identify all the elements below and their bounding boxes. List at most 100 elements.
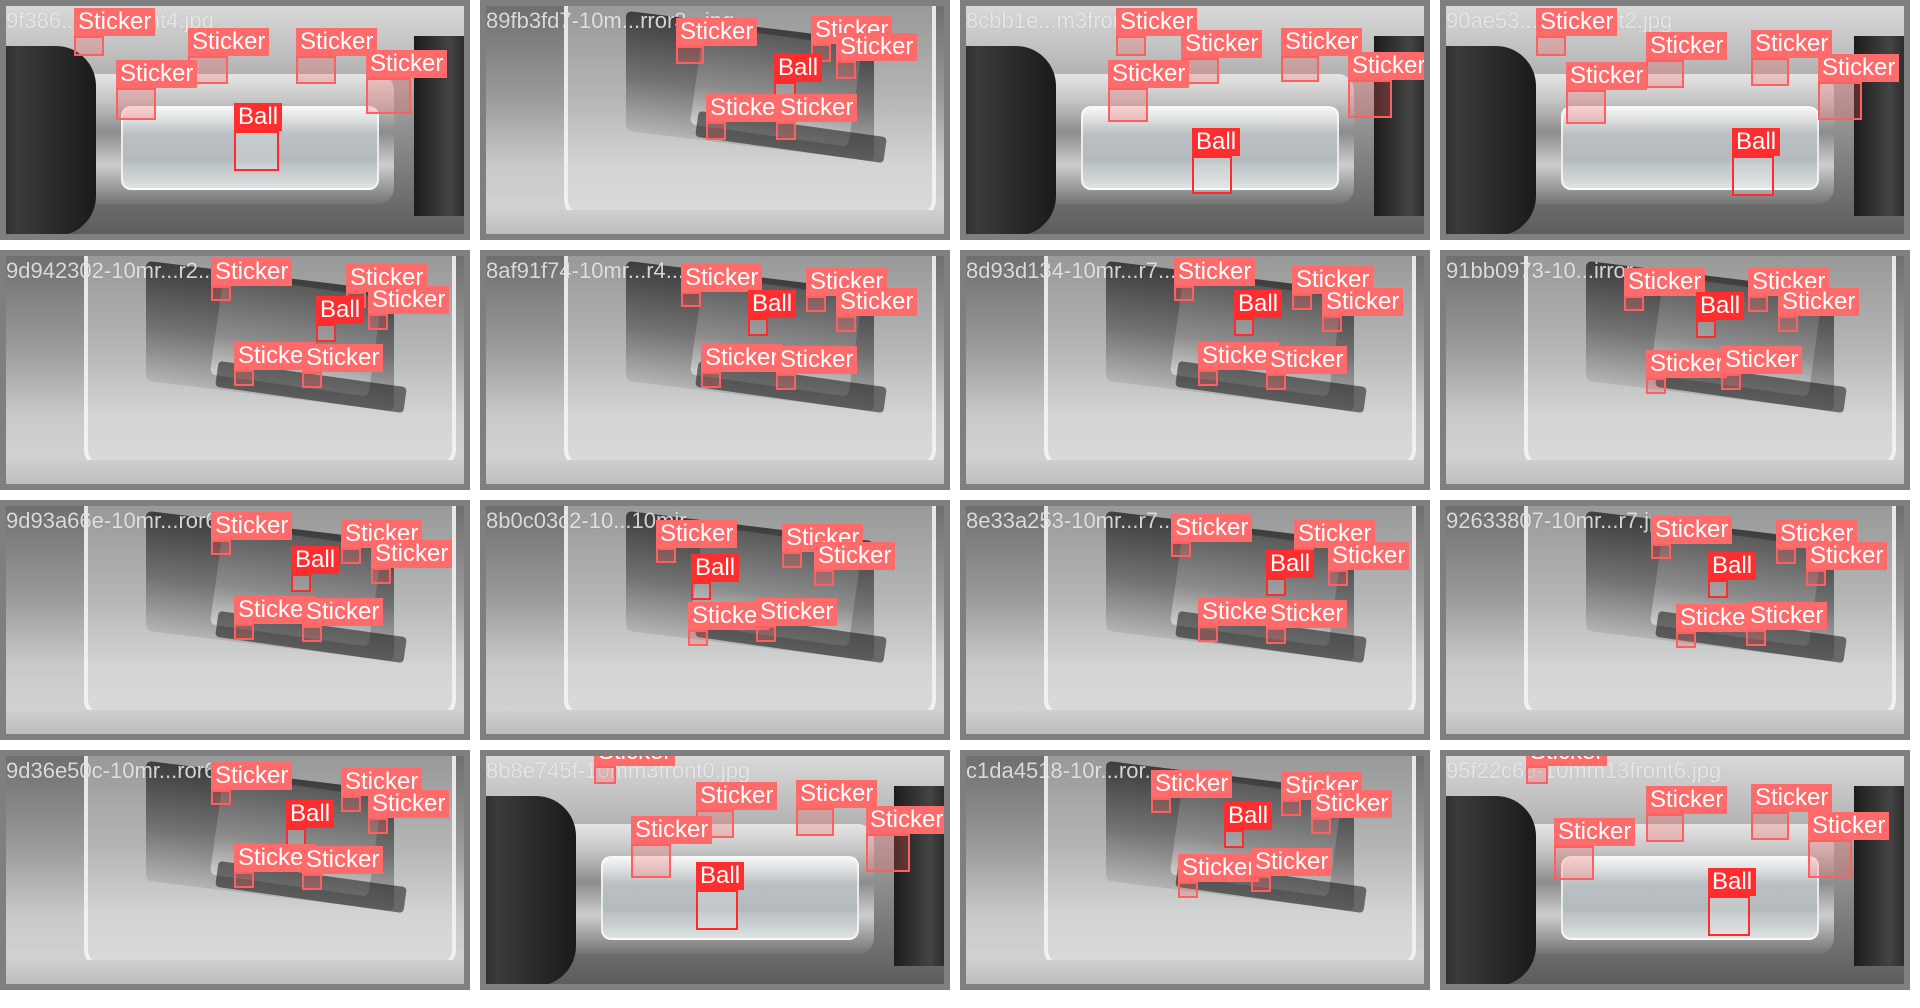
sticker-box: Sticker: [688, 602, 770, 646]
sticker-box: Sticker: [681, 264, 763, 307]
tile-9[interactable]: 9d93a66e-10mr...ror6... Sticker Sticker …: [0, 500, 470, 740]
tile-13[interactable]: 9d36e50c-10mr...ror6... Sticker Sticker …: [0, 750, 470, 990]
ball-box: Ball: [316, 296, 365, 342]
sticker-box: Sticker: [1751, 30, 1833, 86]
tile-16[interactable]: 95f22c69-10mm13front6.jpg Sticker Sticke…: [1440, 750, 1910, 990]
sticker-box: Sticker: [1116, 8, 1198, 56]
ball-box: Ball: [696, 862, 745, 930]
ball-box: Ball: [286, 800, 335, 846]
bottom-edge: [6, 710, 464, 734]
sticker-box: Sticker: [1266, 600, 1348, 644]
sticker-label: Sticker: [302, 344, 384, 372]
sticker-label: Sticker: [302, 846, 384, 874]
sticker-label: Sticker: [1536, 8, 1618, 36]
sticker-label: Sticker: [1198, 342, 1280, 370]
sticker-box: Sticker: [782, 524, 864, 568]
sticker-label: Sticker: [1806, 542, 1888, 570]
sticker-box: Sticker: [188, 28, 270, 84]
tile-11[interactable]: 8e33a253-10mr...r7... Sticker Sticker St…: [960, 500, 1430, 740]
sticker-label: Sticker: [1266, 346, 1348, 374]
sticker-box: Sticker: [676, 18, 758, 64]
sticker-box: Sticker: [234, 596, 316, 640]
filename: 9d93a66e-10mr...ror6...: [6, 508, 236, 533]
sticker-box: Sticker: [1536, 8, 1618, 56]
ball-label: Ball: [1266, 550, 1315, 578]
sticker-box: Sticker: [211, 762, 293, 805]
tile-6[interactable]: 8af91f74-10mr...r4... Sticker Sticker St…: [480, 250, 950, 490]
sticker-box: Sticker: [776, 346, 858, 390]
sticker-box: Sticker: [1676, 604, 1758, 648]
sticker-label: Sticker: [211, 512, 293, 540]
sticker-box: Sticker: [814, 542, 896, 586]
sticker-box: Sticker: [696, 782, 778, 838]
sticker-label: Sticker: [302, 598, 384, 626]
ball-label: Ball: [1224, 802, 1273, 830]
sticker-box: Sticker: [1198, 342, 1280, 386]
tile-3[interactable]: 8cbb1e...m3front7.jpg Sticker Sticker St…: [960, 0, 1430, 240]
glass-tube: [1561, 856, 1819, 940]
ball-label: Ball: [316, 296, 365, 324]
tile-14[interactable]: 8b8e745f-10mm3front0.jpg Sticker Sticker…: [480, 750, 950, 990]
sticker-label: Sticker: [594, 756, 676, 766]
sticker-label: Sticker: [1198, 598, 1280, 626]
bottom-edge: [1446, 710, 1904, 734]
sticker-label: Sticker: [1808, 812, 1890, 840]
sticker-box: Sticker: [1311, 790, 1393, 834]
sticker-box: Sticker: [594, 756, 676, 784]
sticker-box: Sticker: [302, 598, 384, 642]
tile-12[interactable]: 92633807-10mr...r7.jpg Sticker Sticker S…: [1440, 500, 1910, 740]
sticker-box: Sticker: [836, 288, 918, 332]
sticker-label: Sticker: [1322, 288, 1404, 316]
tile-2[interactable]: 89fb3fd7-10m...rror3...jpg Sticker Stick…: [480, 0, 950, 240]
filename: 8af91f74-10mr...r4...: [486, 258, 685, 283]
ball-box: Ball: [748, 290, 797, 336]
sticker-box: Sticker: [234, 342, 316, 386]
tile-5[interactable]: 9d942302-10mr...r2... Sticker Sticker St…: [0, 250, 470, 490]
sticker-box: Sticker: [1292, 266, 1374, 310]
bottom-edge: [486, 460, 944, 484]
tile-7[interactable]: 8d93d134-10mr...r7... Sticker Sticker St…: [960, 250, 1430, 490]
sticker-box: Sticker: [116, 60, 198, 120]
sticker-label: Sticker: [1566, 62, 1648, 90]
sticker-label: Sticker: [706, 94, 788, 122]
bottom-edge: [1446, 460, 1904, 484]
filename: c1da4518-10r...ror...: [966, 758, 1163, 783]
tile-4[interactable]: 90ae53...nm4front2.jpg Sticker Sticker S…: [1440, 0, 1910, 240]
sticker-label: Sticker: [701, 344, 783, 372]
bottom-edge: [6, 960, 464, 984]
tile-1[interactable]: 9f386..mm1front4.jpg Sticker Sticker Sti…: [0, 0, 470, 240]
sticker-label: Sticker: [366, 50, 448, 78]
ball-label: Ball: [1696, 292, 1745, 320]
knob: [1446, 796, 1536, 984]
tile-8[interactable]: 91bb0973-10...irror... Sticker Sticker S…: [1440, 250, 1910, 490]
filename: 8d93d134-10mr...r7...: [966, 258, 1177, 283]
sticker-label: Sticker: [1554, 818, 1636, 846]
ball-box: Ball: [1708, 868, 1757, 936]
sticker-label: Sticker: [116, 60, 198, 88]
bottom-edge: [966, 960, 1424, 984]
ball-label: Ball: [1708, 552, 1757, 580]
sticker-label: Sticker: [1108, 60, 1190, 88]
sticker-box: Sticker: [656, 520, 738, 563]
glass-tube: [601, 856, 859, 940]
sticker-label: Sticker: [1171, 514, 1253, 542]
bottom-edge: [966, 460, 1424, 484]
tile-15[interactable]: c1da4518-10r...ror... Sticker Sticker St…: [960, 750, 1430, 990]
sticker-label: Sticker: [696, 782, 778, 810]
sticker-label: Sticker: [1281, 28, 1363, 56]
sticker-label: Sticker: [188, 28, 270, 56]
sticker-box: Sticker: [1171, 514, 1253, 557]
bottom-edge: [486, 210, 944, 234]
sticker-box: Sticker: [211, 512, 293, 555]
knob: [1446, 46, 1536, 234]
sticker-label: Sticker: [1311, 790, 1393, 818]
sticker-label: Sticker: [368, 790, 450, 818]
sticker-label: Sticker: [1646, 350, 1728, 378]
sticker-label: Sticker: [796, 780, 878, 808]
tile-10[interactable]: 8b0c03c2-10...10mir... Sticker Sticker S…: [480, 500, 950, 740]
sticker-box: Sticker: [234, 844, 316, 888]
sticker-box: Sticker: [1328, 542, 1410, 586]
ball-label: Ball: [691, 554, 740, 582]
sticker-label: Sticker: [371, 540, 453, 568]
sticker-box: Sticker: [1198, 598, 1280, 642]
